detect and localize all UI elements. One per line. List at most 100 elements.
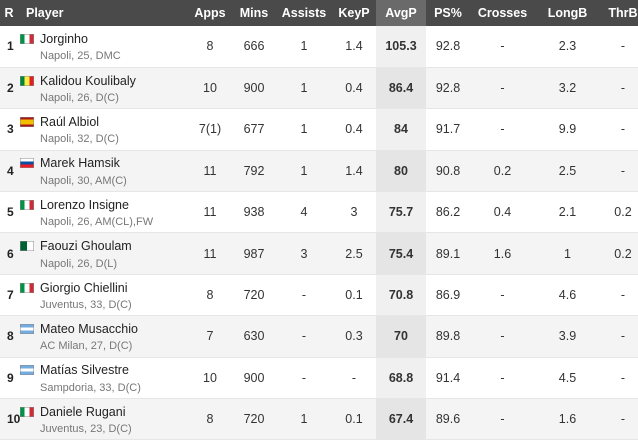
- country-flag-icon: [20, 282, 34, 293]
- avgp-cell: 75.7: [376, 191, 426, 233]
- ps-cell: 86.9: [435, 288, 461, 303]
- rank-cell: 6: [7, 246, 14, 261]
- longb-cell: 2.3: [558, 39, 577, 54]
- country-flag-icon: [20, 406, 34, 417]
- keyp-cell: 0.3: [345, 329, 363, 344]
- assists-cell: -: [301, 288, 307, 303]
- rank-cell: 2: [7, 81, 14, 96]
- longb-cell: 1.6: [558, 412, 577, 427]
- apps-cell: 11: [203, 205, 217, 220]
- ps-cell: 92.8: [435, 81, 461, 96]
- player-name-link[interactable]: Lorenzo Insigne: [40, 197, 129, 212]
- ps-cell: 89.1: [435, 246, 461, 261]
- crosses-cell: -: [500, 370, 505, 385]
- country-flag-icon: [20, 158, 34, 169]
- crosses-cell: -: [500, 412, 505, 427]
- longb-cell: 3.9: [558, 329, 577, 344]
- keyp-cell: 0.1: [345, 288, 363, 303]
- player-name-link[interactable]: Raúl Albiol: [40, 114, 100, 129]
- col-header-crosses[interactable]: Crosses: [470, 0, 535, 26]
- player-team-age-position: Juventus, 33, D(C): [40, 299, 132, 312]
- country-flag-icon: [20, 241, 34, 252]
- apps-cell: 8: [206, 288, 214, 303]
- avgp-cell: 68.8: [376, 357, 426, 399]
- crosses-cell: -: [500, 81, 505, 96]
- col-header-thrb[interactable]: ThrB: [600, 0, 638, 26]
- ps-cell: 91.7: [435, 122, 461, 137]
- avgp-cell: 105.3: [376, 26, 426, 68]
- country-flag-icon: [20, 116, 34, 127]
- player-name-link[interactable]: Giorgio Chiellini: [40, 280, 128, 295]
- col-header-apps[interactable]: Apps: [188, 0, 232, 26]
- longb-cell: 3.2: [558, 81, 577, 96]
- thrb-cell: -: [620, 370, 626, 385]
- player-team-age-position: Napoli, 26, D(L): [40, 257, 118, 270]
- thrb-cell: 0.2: [614, 205, 632, 220]
- longb-cell: 2.5: [558, 163, 577, 178]
- player-cell: Daniele Rugani Juventus, 23, D(C): [18, 399, 188, 440]
- apps-cell: 10: [203, 81, 217, 96]
- table-row: 10 Daniele Rugani Juventus, 23, D(C) 8 720 1 0…: [0, 398, 638, 440]
- header-row: R Player Apps Mins Assists KeyP AvgP PS%…: [0, 0, 638, 26]
- table-row: 2 Kalidou Koulibaly Napoli, 26, D(C) 10 900 1…: [0, 67, 638, 109]
- table-row: 4 Marek Hamsik Napoli, 30, AM(C) 11 792 1 1.4 8…: [0, 150, 638, 192]
- avgp-cell: 70: [376, 315, 426, 358]
- rank-cell: 3: [7, 122, 14, 137]
- col-header-keyp[interactable]: KeyP: [332, 0, 376, 26]
- ps-cell: 92.8: [435, 39, 461, 54]
- thrb-cell: -: [620, 329, 626, 344]
- thrb-cell: -: [620, 163, 626, 178]
- avgp-cell: 80: [376, 150, 426, 192]
- player-name-link[interactable]: Matías Silvestre: [40, 363, 129, 378]
- player-team-age-position: Juventus, 23, D(C): [40, 423, 132, 436]
- player-cell: Giorgio Chiellini Juventus, 33, D(C): [18, 274, 188, 315]
- col-header-mins[interactable]: Mins: [232, 0, 276, 26]
- col-header-assists[interactable]: Assists: [276, 0, 332, 26]
- mins-cell: 630: [243, 329, 265, 344]
- col-header-avgp[interactable]: AvgP: [376, 0, 426, 26]
- player-name-link[interactable]: Faouzi Ghoulam: [40, 239, 132, 254]
- col-header-ps[interactable]: PS%: [426, 0, 470, 26]
- table-row: 6 Faouzi Ghoulam Napoli, 26, D(L) 11 987 3 2.5…: [0, 232, 638, 275]
- country-flag-icon: [20, 33, 34, 44]
- player-name-link[interactable]: Mateo Musacchio: [40, 321, 138, 336]
- assists-cell: -: [301, 370, 307, 385]
- keyp-cell: 3: [350, 205, 358, 220]
- player-name-link[interactable]: Daniele Rugani: [40, 404, 126, 419]
- keyp-cell: 1.4: [345, 39, 363, 54]
- table-row: 1 Jorginho Napoli, 25, DMC 8 666 1 1.4 105.3 92.…: [0, 26, 638, 68]
- table-row: 3 Raúl Albiol Napoli, 32, D(C) 7(1) 677 1 0.4 8…: [0, 108, 638, 151]
- player-team-age-position: Sampdoria, 33, D(C): [40, 381, 141, 394]
- player-cell: Marek Hamsik Napoli, 30, AM(C): [18, 150, 188, 191]
- player-name-link[interactable]: Kalidou Koulibaly: [40, 73, 136, 88]
- longb-cell: 1: [564, 246, 571, 261]
- mins-cell: 792: [243, 163, 265, 178]
- rank-cell: 9: [7, 370, 14, 385]
- col-header-longb[interactable]: LongB: [535, 0, 600, 26]
- assists-cell: 1: [300, 39, 308, 54]
- crosses-cell: 0.4: [493, 205, 512, 220]
- mins-cell: 720: [243, 412, 265, 427]
- ps-cell: 89.6: [435, 412, 461, 427]
- col-header-player[interactable]: Player: [18, 0, 188, 26]
- player-name-link[interactable]: Marek Hamsik: [40, 156, 120, 171]
- mins-cell: 938: [243, 205, 265, 220]
- mins-cell: 677: [243, 122, 265, 137]
- apps-cell: 7: [206, 329, 214, 344]
- thrb-cell: -: [620, 412, 626, 427]
- player-team-age-position: Napoli, 30, AM(C): [40, 174, 127, 187]
- col-header-rank[interactable]: R: [0, 0, 18, 26]
- country-flag-icon: [20, 75, 34, 86]
- player-name-link[interactable]: Jorginho: [40, 31, 88, 46]
- apps-cell: 11: [203, 163, 217, 178]
- table-row: 8 Mateo Musacchio AC Milan, 27, D(C) 7 630 - 0…: [0, 315, 638, 358]
- country-flag-icon: [20, 199, 34, 210]
- thrb-cell: -: [620, 81, 626, 96]
- keyp-cell: 0.4: [345, 122, 363, 137]
- mins-cell: 720: [243, 288, 265, 303]
- country-flag-icon: [20, 365, 34, 376]
- ps-cell: 86.2: [435, 205, 461, 220]
- longb-cell: 2.1: [558, 205, 577, 220]
- avgp-cell: 84: [376, 108, 426, 151]
